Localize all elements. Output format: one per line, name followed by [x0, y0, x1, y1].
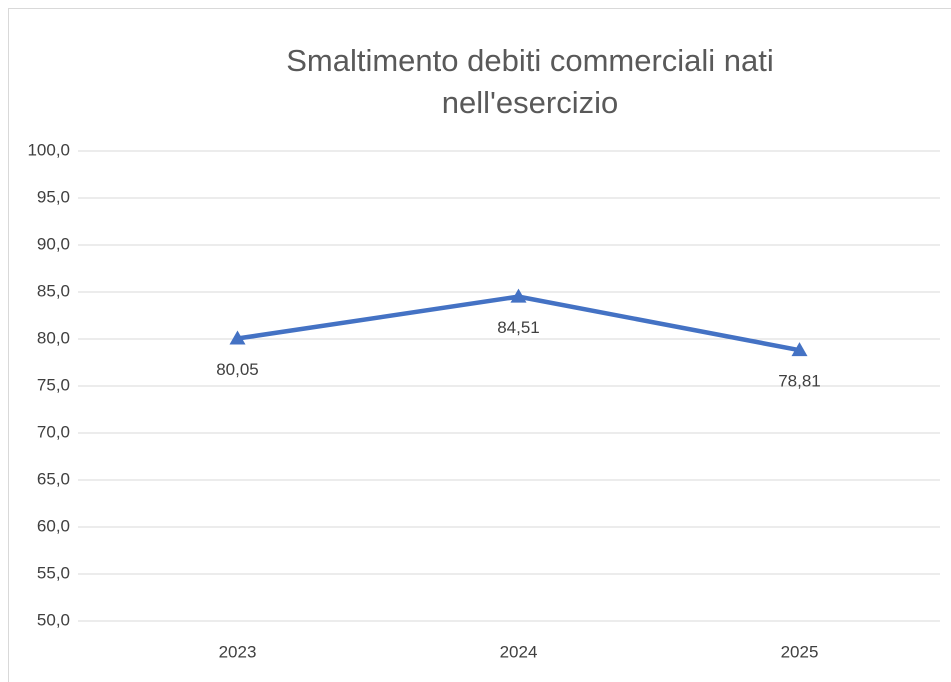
x-tick-label: 2023 [219, 642, 257, 661]
x-tick-label: 2025 [781, 642, 819, 661]
chart-border [8, 8, 951, 682]
y-tick-label: 85,0 [37, 281, 70, 300]
y-tick-label: 80,0 [37, 328, 70, 347]
y-tick-label: 55,0 [37, 563, 70, 582]
data-label: 84,51 [497, 318, 540, 337]
marker [510, 288, 527, 303]
y-tick-label: 50,0 [37, 610, 70, 629]
marker [791, 342, 808, 357]
chart-title: Smaltimento debiti commerciali nati nell… [286, 43, 774, 120]
y-tick-label: 90,0 [37, 234, 70, 253]
y-tick-label: 65,0 [37, 469, 70, 488]
data-label: 80,05 [216, 360, 259, 379]
y-tick-label: 95,0 [37, 187, 70, 206]
marker [229, 330, 246, 345]
y-tick-label: 100,0 [27, 140, 70, 159]
y-tick-label: 75,0 [37, 375, 70, 394]
x-tick-label: 2024 [500, 642, 538, 661]
y-tick-label: 60,0 [37, 516, 70, 535]
y-tick-label: 70,0 [37, 422, 70, 441]
data-label: 78,81 [778, 372, 821, 391]
